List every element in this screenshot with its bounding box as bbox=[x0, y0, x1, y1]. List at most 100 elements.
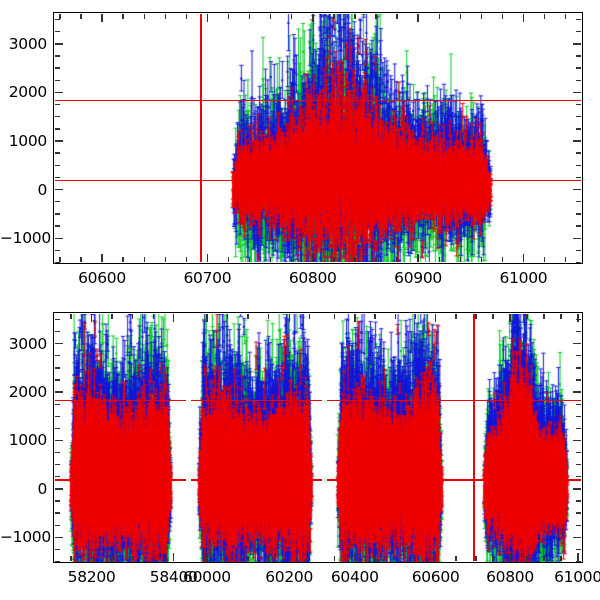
axis-tick bbox=[576, 451, 582, 454]
axis-tick bbox=[247, 556, 249, 562]
bottom-segment-canvas-3 bbox=[476, 313, 581, 562]
axis-tick bbox=[492, 556, 494, 562]
axis-tick bbox=[577, 313, 579, 322]
x-tick-label: 58200 bbox=[67, 568, 116, 586]
axis-tick bbox=[475, 313, 477, 319]
axis-tick bbox=[576, 427, 582, 430]
axis-tick bbox=[90, 313, 93, 322]
axis-tick bbox=[577, 553, 579, 562]
reference-hline-bottom-2-1 bbox=[326, 479, 476, 481]
axis-tick bbox=[417, 13, 419, 22]
top-panel-frame bbox=[53, 12, 583, 264]
y-tick-label: 1000 bbox=[8, 131, 48, 150]
x-tick-label: 61000 bbox=[554, 568, 600, 586]
x-tick-label: 60200 bbox=[265, 568, 314, 586]
x-tick-label: 60400 bbox=[330, 568, 379, 586]
y-tick-label: −1000 bbox=[0, 528, 51, 547]
axis-tick bbox=[54, 140, 63, 142]
axis-tick bbox=[564, 257, 567, 263]
axis-tick bbox=[434, 553, 437, 562]
axis-tick bbox=[576, 367, 582, 369]
axis-break-gap-1 bbox=[322, 312, 327, 563]
axis-tick bbox=[576, 103, 582, 106]
reference-hline-bottom-1-1 bbox=[190, 479, 322, 481]
y-tick-label: 1000 bbox=[8, 431, 48, 450]
axis-tick bbox=[269, 257, 272, 263]
axis-tick bbox=[90, 553, 93, 562]
axis-tick bbox=[455, 313, 457, 319]
axis-tick bbox=[54, 188, 63, 191]
axis-tick bbox=[54, 213, 60, 215]
axis-tick bbox=[459, 257, 462, 263]
reference-hline-bottom-0-0 bbox=[54, 399, 186, 401]
x-tick-label: 60800 bbox=[486, 568, 534, 586]
axis-tick bbox=[54, 488, 63, 490]
axis-tick bbox=[54, 55, 60, 57]
axis-tick bbox=[309, 313, 311, 319]
axis-tick bbox=[480, 13, 483, 19]
axis-tick bbox=[54, 355, 60, 357]
axis-tick bbox=[227, 13, 230, 19]
y-tick-label: −1000 bbox=[0, 229, 51, 248]
bottom-segment-canvas-2 bbox=[326, 313, 477, 562]
axis-tick bbox=[375, 13, 377, 19]
axis-tick bbox=[576, 176, 582, 179]
axis-tick bbox=[143, 13, 145, 19]
reference-hline-bottom-3-0 bbox=[476, 399, 582, 401]
axis-tick bbox=[333, 13, 335, 19]
reference-hline-bottom-2-0 bbox=[326, 399, 476, 401]
axis-tick bbox=[396, 13, 398, 19]
axis-tick bbox=[54, 67, 60, 69]
axis-tick bbox=[414, 556, 417, 562]
x-tick-label: 60000 bbox=[183, 568, 231, 586]
axis-tick bbox=[396, 257, 398, 263]
axis-tick bbox=[152, 313, 154, 319]
axis-tick bbox=[333, 257, 335, 263]
axis-tick bbox=[164, 13, 167, 19]
axis-tick bbox=[152, 556, 154, 562]
axis-tick bbox=[54, 476, 60, 478]
reference-hline-top-0 bbox=[54, 99, 582, 102]
x-tick-label: 60700 bbox=[183, 269, 232, 287]
bottom-panel bbox=[53, 312, 583, 563]
axis-tick bbox=[354, 13, 356, 19]
axis-tick bbox=[543, 13, 546, 19]
axis-tick bbox=[576, 213, 582, 215]
bottom-panel-frame bbox=[53, 312, 583, 563]
axis-tick bbox=[414, 313, 417, 319]
axis-tick bbox=[80, 13, 82, 19]
axis-tick bbox=[576, 500, 582, 502]
axis-tick bbox=[576, 524, 582, 526]
axis-tick bbox=[576, 18, 582, 21]
axis-tick bbox=[247, 313, 249, 319]
axis-tick bbox=[573, 343, 582, 345]
axis-tick bbox=[132, 313, 134, 319]
axis-tick bbox=[576, 116, 582, 118]
axis-tick bbox=[132, 556, 134, 562]
axis-tick bbox=[54, 524, 60, 526]
axis-tick bbox=[206, 553, 208, 562]
axis-tick bbox=[101, 13, 103, 22]
axis-tick bbox=[122, 257, 124, 263]
axis-tick bbox=[333, 313, 336, 319]
axis-tick bbox=[227, 257, 230, 263]
axis-tick bbox=[54, 391, 63, 393]
axis-tick bbox=[573, 91, 582, 94]
axis-tick bbox=[54, 18, 60, 21]
top-panel-data-canvas bbox=[54, 13, 582, 263]
axis-tick bbox=[143, 257, 145, 263]
axis-tick bbox=[576, 548, 582, 551]
axis-tick bbox=[54, 536, 63, 538]
axis-tick bbox=[501, 13, 504, 19]
axis-tick bbox=[54, 415, 60, 417]
axis-tick bbox=[54, 261, 60, 264]
axis-tick bbox=[573, 536, 582, 538]
axis-tick bbox=[543, 556, 545, 562]
axis-tick bbox=[54, 116, 60, 118]
top-panel-plot-area bbox=[54, 13, 582, 263]
x-tick-label: 61000 bbox=[499, 269, 548, 287]
axis-tick bbox=[526, 556, 528, 562]
axis-tick bbox=[267, 556, 270, 562]
axis-tick bbox=[54, 103, 60, 106]
